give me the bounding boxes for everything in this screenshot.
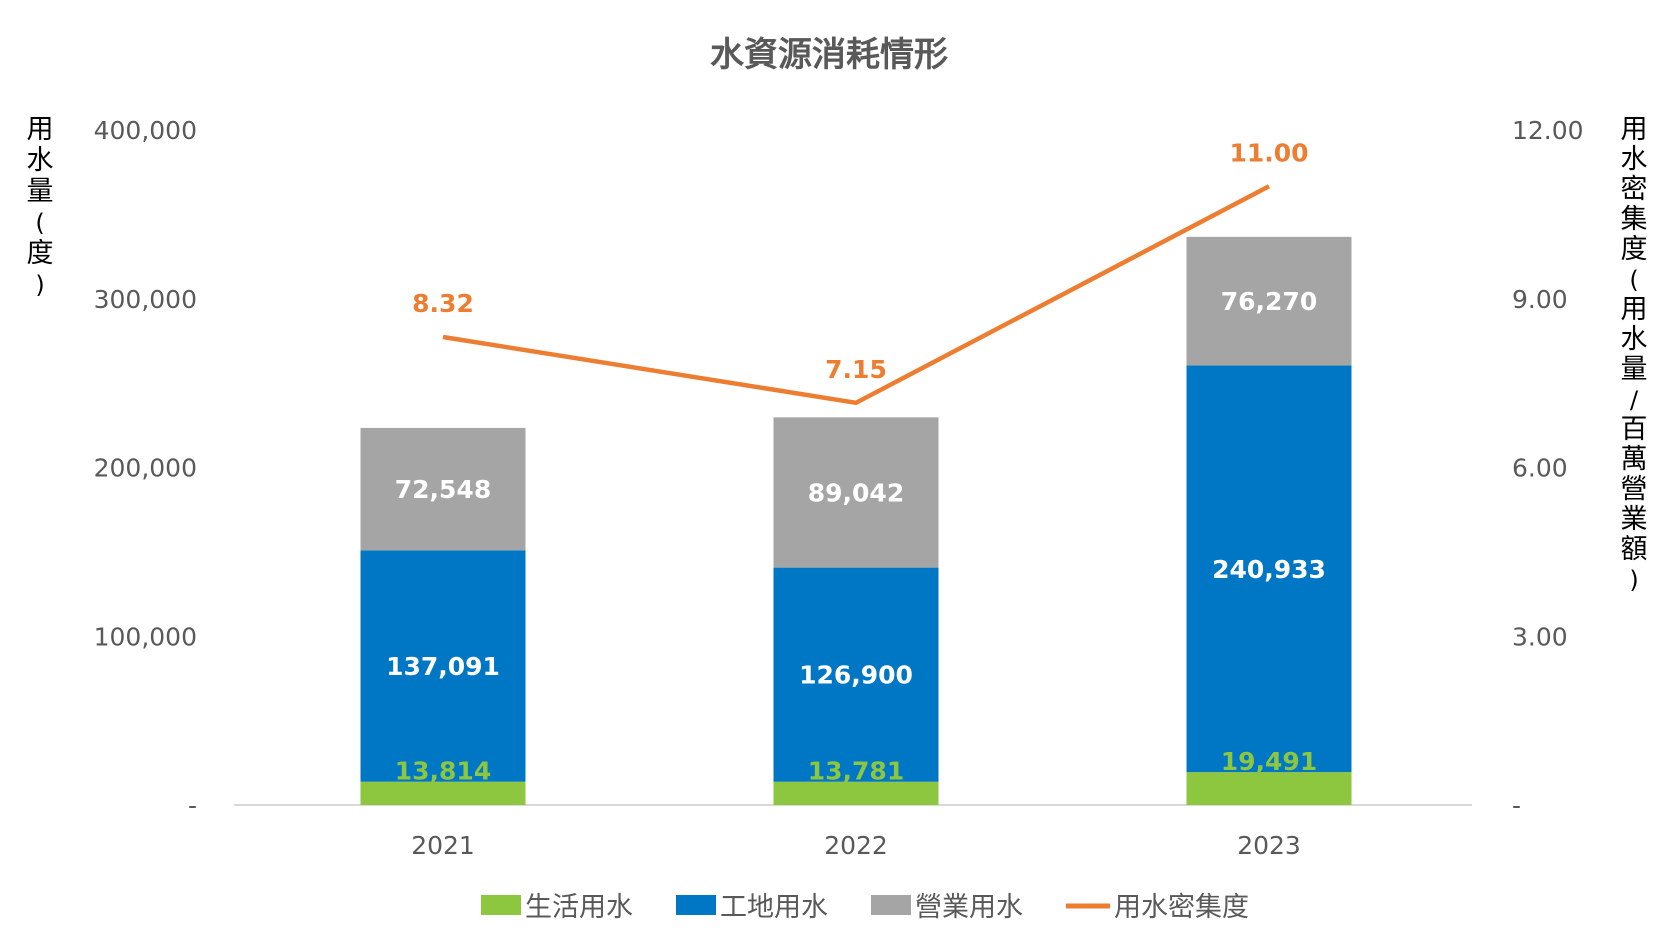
bar-segment xyxy=(1186,772,1352,805)
chart-title: 水資源消耗情形 xyxy=(710,35,948,75)
x-tick-label: 2023 xyxy=(1237,831,1301,860)
y2-tick-label: 3.00 xyxy=(1512,622,1568,651)
line-series: 8.32 7.15 11.00 xyxy=(412,138,1309,406)
legend-label: 工地用水 xyxy=(720,892,828,923)
bars xyxy=(360,236,1352,805)
line-value-label: 8.32 xyxy=(412,289,474,318)
y-axis-title-text: 用水量(度) xyxy=(27,114,54,299)
y-tick-label: 200,000 xyxy=(94,454,197,483)
y-axis-ticks: - 100,000 200,000 300,000 400,000 xyxy=(94,116,197,820)
x-tick-label: 2022 xyxy=(824,831,888,860)
legend-label: 營業用水 xyxy=(915,892,1023,923)
y2-tick-label: 12.00 xyxy=(1512,116,1584,145)
bar-segment xyxy=(773,567,939,782)
y-tick-label: - xyxy=(188,791,197,820)
y-axis-title: 用水量(度) xyxy=(27,114,54,299)
legend-label: 用水密集度 xyxy=(1114,892,1249,923)
y2-tick-label: 6.00 xyxy=(1512,454,1568,483)
bar-value-label: 13,814 xyxy=(395,757,491,786)
bar-value-label: 76,270 xyxy=(1221,287,1317,316)
bar-labels: 13,814 137,091 72,548 13,781 126,900 89,042 19… xyxy=(386,287,1326,786)
legend-label: 生活用水 xyxy=(525,892,633,923)
bar-value-label: 89,042 xyxy=(808,478,904,507)
bar-segment xyxy=(360,427,526,551)
bar-segment xyxy=(773,781,939,805)
bar-value-label: 13,781 xyxy=(808,757,904,786)
bar-value-label: 19,491 xyxy=(1221,747,1317,776)
bar-segment xyxy=(360,781,526,805)
line-path xyxy=(442,184,1271,406)
bar-value-label: 126,900 xyxy=(799,661,913,690)
y-tick-label: 100,000 xyxy=(94,622,197,651)
y2-axis-title: 用水密集度(用水量/百萬營業額) xyxy=(1621,114,1648,594)
bar-segment xyxy=(1186,365,1352,773)
legend-swatch xyxy=(871,895,911,915)
y-tick-label: 300,000 xyxy=(94,285,197,314)
y-tick-label: 400,000 xyxy=(94,116,197,145)
line-value-label: 7.15 xyxy=(825,355,887,384)
bar-value-label: 240,933 xyxy=(1212,555,1326,584)
line-value-label: 11.00 xyxy=(1229,138,1308,167)
bar-segment xyxy=(360,550,526,782)
x-axis-ticks: 2021 2022 2023 xyxy=(411,831,1301,860)
bar-value-label: 137,091 xyxy=(386,652,500,681)
legend-swatch xyxy=(676,895,716,915)
y2-axis-ticks: - 3.00 6.00 9.00 12.00 xyxy=(1512,116,1584,820)
y2-tick-label: - xyxy=(1512,791,1521,820)
legend-swatch xyxy=(481,895,521,915)
y2-axis-title-text: 用水密集度(用水量/百萬營業額) xyxy=(1621,114,1648,594)
y2-tick-label: 9.00 xyxy=(1512,285,1568,314)
bar-segment xyxy=(1186,236,1352,366)
legend: 生活用水 工地用水 營業用水 用水密集度 xyxy=(481,892,1249,923)
bar-value-label: 72,548 xyxy=(395,475,491,504)
bar-segment xyxy=(773,417,939,568)
x-tick-label: 2021 xyxy=(411,831,475,860)
